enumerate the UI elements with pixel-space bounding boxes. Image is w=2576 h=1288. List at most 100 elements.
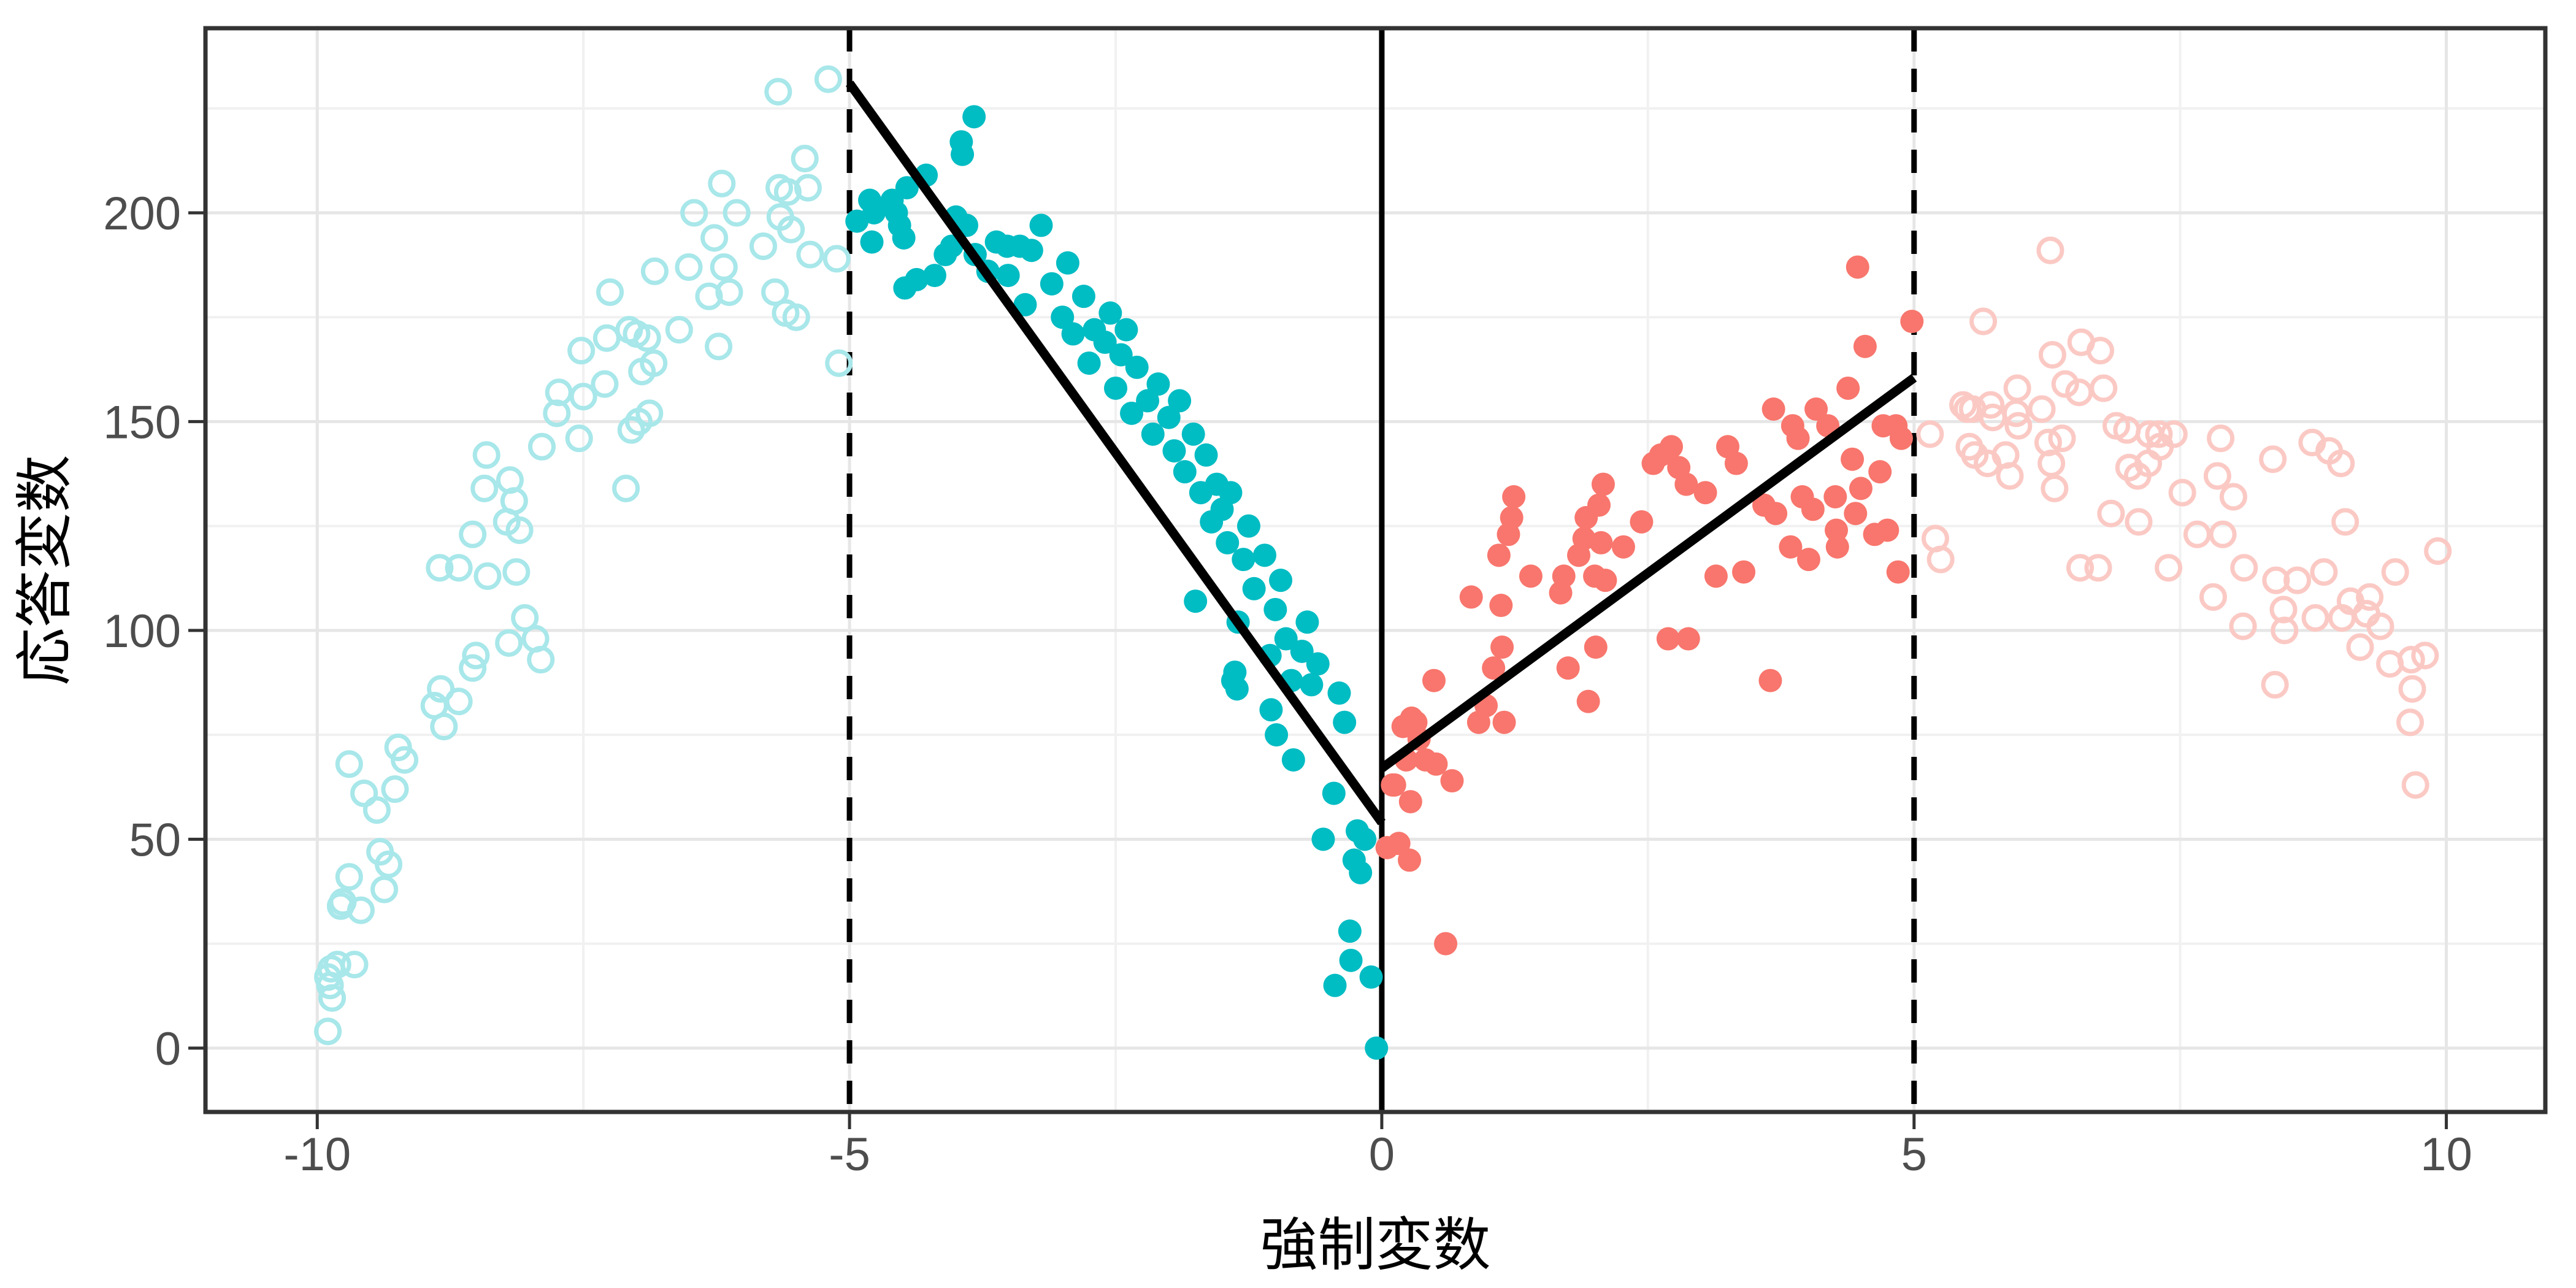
bandwidth-dashed-lines — [846, 28, 1917, 1112]
data-point — [2145, 420, 2173, 448]
data-point — [1077, 351, 1101, 375]
data-point — [1274, 627, 1298, 651]
data-point — [705, 332, 733, 361]
data-point — [1252, 543, 1276, 567]
data-point — [2041, 474, 2069, 502]
data-point — [1259, 698, 1283, 722]
data-point — [814, 65, 842, 93]
x-tick-label: 10 — [2420, 1129, 2472, 1181]
data-point — [640, 349, 668, 377]
data-point — [470, 474, 499, 502]
data-point — [1323, 973, 1347, 997]
data-point — [1487, 543, 1511, 567]
axis-tick-marks — [188, 211, 2448, 1129]
data-point — [2066, 554, 2095, 582]
data-point — [825, 349, 853, 377]
data-point — [749, 232, 777, 260]
data-point — [1061, 322, 1085, 346]
data-point — [996, 264, 1020, 288]
data-point — [1263, 597, 1287, 621]
data-point — [1398, 848, 1422, 872]
data-point — [1876, 518, 1899, 542]
data-point — [2168, 478, 2196, 507]
data-point — [2199, 583, 2227, 611]
data-point — [2084, 554, 2112, 582]
data-point — [2269, 596, 2298, 624]
data-point — [502, 558, 531, 586]
data-point — [495, 629, 523, 657]
data-point — [1398, 790, 1422, 814]
data-point — [1125, 355, 1149, 379]
data-point — [2411, 642, 2439, 670]
data-point — [430, 713, 458, 741]
data-point — [1098, 301, 1122, 325]
data-point — [335, 863, 363, 891]
data-point — [782, 303, 810, 331]
data-point — [1704, 564, 1728, 588]
data-point — [1040, 272, 1064, 296]
data-point — [2396, 708, 2425, 737]
data-point — [1114, 318, 1138, 342]
data-point — [1779, 535, 1803, 559]
data-point — [2203, 462, 2231, 490]
data-point — [635, 399, 664, 427]
data-point — [905, 267, 929, 291]
data-point — [723, 199, 751, 227]
data-point — [1926, 545, 1955, 573]
data-point — [708, 169, 736, 197]
data-point — [2051, 370, 2079, 398]
data-point — [612, 474, 640, 502]
data-point — [1823, 485, 1847, 508]
data-point — [1109, 343, 1133, 367]
data-point — [565, 424, 593, 453]
data-point — [1916, 420, 1944, 448]
data-point — [1168, 389, 1192, 413]
data-point — [1693, 481, 1717, 505]
data-point — [569, 383, 597, 411]
data-point — [764, 78, 792, 106]
data-point — [1242, 577, 1266, 600]
data-point — [1846, 255, 1869, 279]
data-point — [1630, 510, 1654, 534]
y-tick-label: 150 — [103, 396, 181, 448]
data-point — [1093, 331, 1117, 355]
data-point — [1353, 827, 1377, 851]
data-point — [1489, 594, 1513, 618]
data-point — [2310, 558, 2338, 586]
data-point — [1576, 689, 1600, 713]
data-point — [2003, 374, 2031, 402]
data-point — [2086, 337, 2114, 365]
data-point — [1236, 514, 1260, 538]
data-point — [2036, 236, 2064, 264]
data-point — [1758, 669, 1782, 692]
data-point — [1724, 451, 1748, 475]
data-point — [445, 554, 473, 582]
data-point — [1886, 560, 1910, 584]
data-point — [1500, 506, 1524, 530]
data-point — [1184, 589, 1208, 613]
data-point — [1029, 213, 1053, 237]
data-point — [1295, 610, 1319, 634]
scatter-points — [314, 65, 2452, 1060]
data-point — [1440, 769, 1464, 793]
data-point — [511, 604, 539, 632]
data-point — [1977, 391, 2005, 419]
data-point — [1136, 389, 1160, 413]
data-point — [1338, 919, 1362, 943]
data-point — [892, 226, 916, 250]
data-point — [1660, 435, 1684, 459]
data-point — [1265, 723, 1289, 747]
data-point — [1556, 656, 1580, 680]
data-point — [1482, 656, 1506, 680]
x-tick-label: -5 — [829, 1129, 870, 1181]
data-point — [1849, 477, 1873, 500]
data-point — [473, 562, 502, 590]
data-point — [1269, 569, 1293, 592]
data-point — [675, 253, 703, 281]
data-point — [1349, 861, 1373, 884]
data-point — [1327, 681, 1351, 705]
data-point — [2301, 604, 2329, 632]
data-point — [2219, 483, 2247, 511]
data-point — [527, 646, 555, 674]
